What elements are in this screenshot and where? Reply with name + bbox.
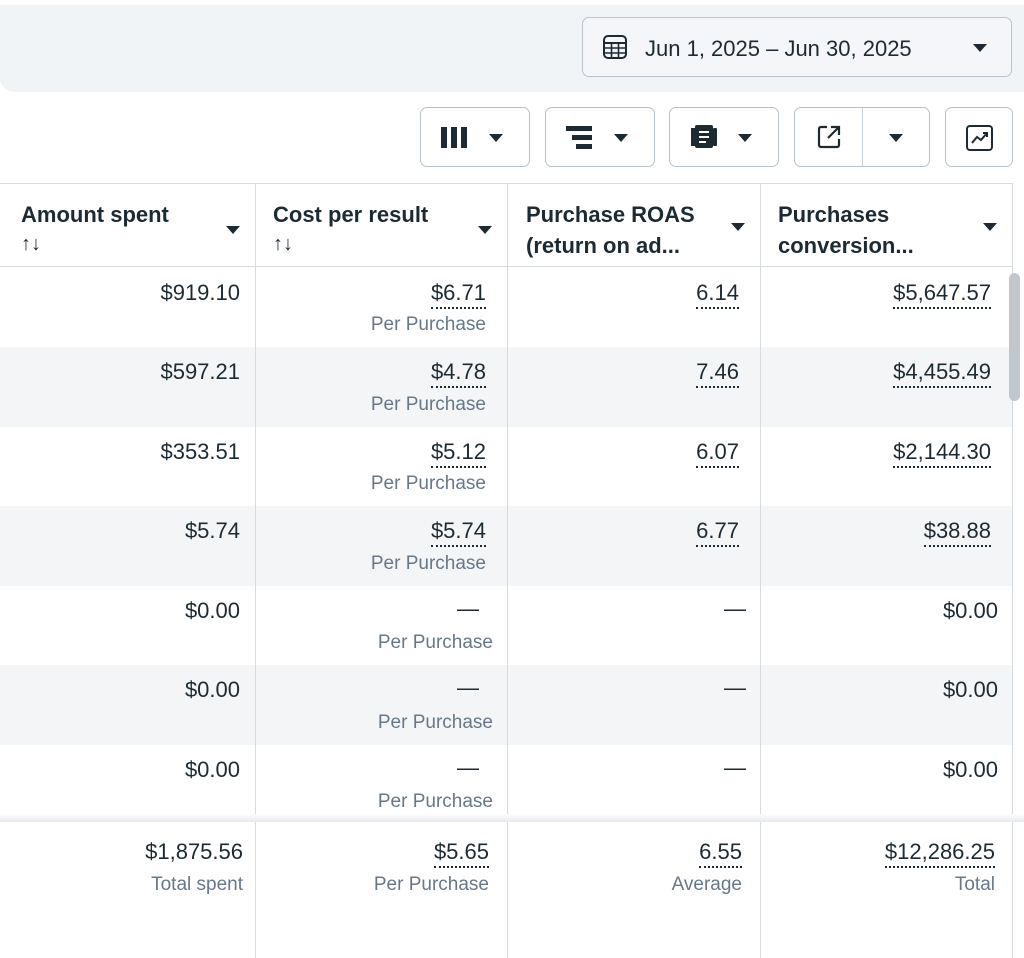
export-button[interactable] <box>795 108 862 166</box>
date-range-picker[interactable]: Jun 1, 2025 – Jun 30, 2025 <box>582 17 1012 77</box>
amount-spent-value: $0.00 <box>184 757 240 782</box>
amount-spent-value: $597.21 <box>160 359 240 384</box>
cost-per-result-value: — <box>457 596 479 621</box>
column-header-title: Cost per result <box>273 202 429 227</box>
breakdown-button[interactable] <box>545 107 655 167</box>
cost-per-result-unit: Per Purchase <box>370 553 486 574</box>
export-icon <box>816 124 842 155</box>
column-header-subtitle: (return on ad... <box>526 233 680 258</box>
columns-icon <box>441 126 469 155</box>
table-right-border <box>1012 183 1013 958</box>
column-header-title: Purchase ROAS <box>526 202 695 227</box>
totals-row: $1,875.56 Total spent $5.65 Per Purchase… <box>0 822 1013 958</box>
cost-per-result-unit: Per Purchase <box>370 473 486 494</box>
purchases-conversion-value[interactable]: $2,144.30 <box>893 439 991 468</box>
top-edge <box>0 0 1024 5</box>
chevron-down-icon <box>973 44 987 52</box>
sort-icon[interactable]: ↑↓ <box>273 233 293 255</box>
export-dropdown-button[interactable] <box>863 108 929 166</box>
purchase-roas-value: — <box>724 755 746 780</box>
chevron-down-icon[interactable] <box>731 223 745 231</box>
column-divider <box>255 183 256 958</box>
total-purchase-roas[interactable]: 6.55 <box>699 839 742 868</box>
column-header-cost-per-result[interactable]: Cost per result ↑↓ <box>273 183 498 266</box>
total-cost-per-result-label: Per Purchase <box>373 874 489 895</box>
column-header-purchase-roas[interactable]: Purchase ROAS (return on ad... <box>526 183 751 266</box>
chart-trend-icon <box>966 125 993 156</box>
purchases-conversion-value[interactable]: $38.88 <box>923 518 991 547</box>
cost-per-result-value[interactable]: $6.71 <box>430 280 486 309</box>
chevron-down-icon <box>614 134 628 142</box>
total-purchases-conversion-label: Total <box>954 874 995 895</box>
purchase-roas-value[interactable]: 6.14 <box>696 280 739 309</box>
cost-per-result-value[interactable]: $5.74 <box>430 518 486 547</box>
amount-spent-value: $0.00 <box>184 677 240 702</box>
button-divider <box>862 108 863 166</box>
chevron-down-icon <box>738 134 752 142</box>
chevron-down-icon <box>489 134 503 142</box>
calendar-icon <box>602 34 628 65</box>
purchase-roas-value[interactable]: 6.77 <box>696 518 739 547</box>
purchases-conversion-value[interactable]: $4,455.49 <box>893 359 991 388</box>
cost-per-result-unit: Per Purchase <box>370 314 486 335</box>
table-row[interactable] <box>0 506 1013 586</box>
header-top-border <box>0 183 1013 184</box>
export-button-group <box>794 107 930 167</box>
purchases-conversion-value[interactable]: $5,647.57 <box>893 280 991 309</box>
amount-spent-value: $5.74 <box>184 518 240 543</box>
cost-per-result-unit: Per Purchase <box>370 394 486 415</box>
cost-per-result-value: — <box>457 755 479 780</box>
table-row[interactable] <box>0 347 1013 427</box>
cost-per-result-unit: Per Purchase <box>377 632 493 653</box>
cost-per-result-value[interactable]: $4.78 <box>430 359 486 388</box>
chevron-down-icon[interactable] <box>478 226 492 234</box>
total-purchases-conversion[interactable]: $12,286.25 <box>884 839 995 868</box>
date-range-label: Jun 1, 2025 – Jun 30, 2025 <box>645 36 912 61</box>
header-bottom-border <box>0 266 1013 267</box>
purchase-roas-value[interactable]: 7.46 <box>696 359 739 388</box>
column-header-subtitle: conversion... <box>778 233 914 258</box>
purchase-roas-value[interactable]: 6.07 <box>696 439 739 468</box>
total-cost-per-result[interactable]: $5.65 <box>433 839 489 868</box>
vertical-scrollbar[interactable] <box>1009 273 1020 401</box>
purchases-conversion-value: $0.00 <box>942 677 998 702</box>
total-amount-spent: $1,875.56 <box>145 839 243 864</box>
sort-icon[interactable]: ↑↓ <box>21 233 41 255</box>
cost-per-result-value[interactable]: $5.12 <box>430 439 486 468</box>
view-charts-button[interactable] <box>945 107 1013 167</box>
chevron-down-icon[interactable] <box>226 226 240 234</box>
column-header-amount-spent[interactable]: Amount spent ↑↓ <box>21 183 246 266</box>
column-header-purchases-conversion[interactable]: Purchases conversion... <box>778 183 1003 266</box>
reports-icon <box>689 123 719 156</box>
column-header-title: Purchases <box>778 202 890 227</box>
column-divider <box>507 183 508 958</box>
total-purchase-roas-label: Average <box>671 874 742 895</box>
ads-data-table: Amount spent ↑↓ Cost per result ↑↓ Purch… <box>0 183 1013 958</box>
columns-button[interactable] <box>420 107 530 167</box>
purchases-conversion-value: $0.00 <box>942 757 998 782</box>
column-header-title: Amount spent <box>21 202 169 227</box>
purchase-roas-value: — <box>724 596 746 621</box>
amount-spent-value: $353.51 <box>160 439 240 464</box>
amount-spent-value: $0.00 <box>184 598 240 623</box>
chevron-down-icon <box>889 134 903 142</box>
column-divider <box>760 183 761 958</box>
cost-per-result-unit: Per Purchase <box>377 791 493 812</box>
amount-spent-value: $919.10 <box>160 280 240 305</box>
purchases-conversion-value: $0.00 <box>942 598 998 623</box>
cost-per-result-value: — <box>457 675 479 700</box>
reports-button[interactable] <box>669 107 779 167</box>
purchase-roas-value: — <box>724 675 746 700</box>
breakdown-icon <box>566 126 594 155</box>
totals-divider <box>0 814 1024 822</box>
chevron-down-icon[interactable] <box>983 223 997 231</box>
cost-per-result-unit: Per Purchase <box>377 712 493 733</box>
total-amount-spent-label: Total spent <box>151 874 243 895</box>
table-row[interactable] <box>0 665 1013 745</box>
